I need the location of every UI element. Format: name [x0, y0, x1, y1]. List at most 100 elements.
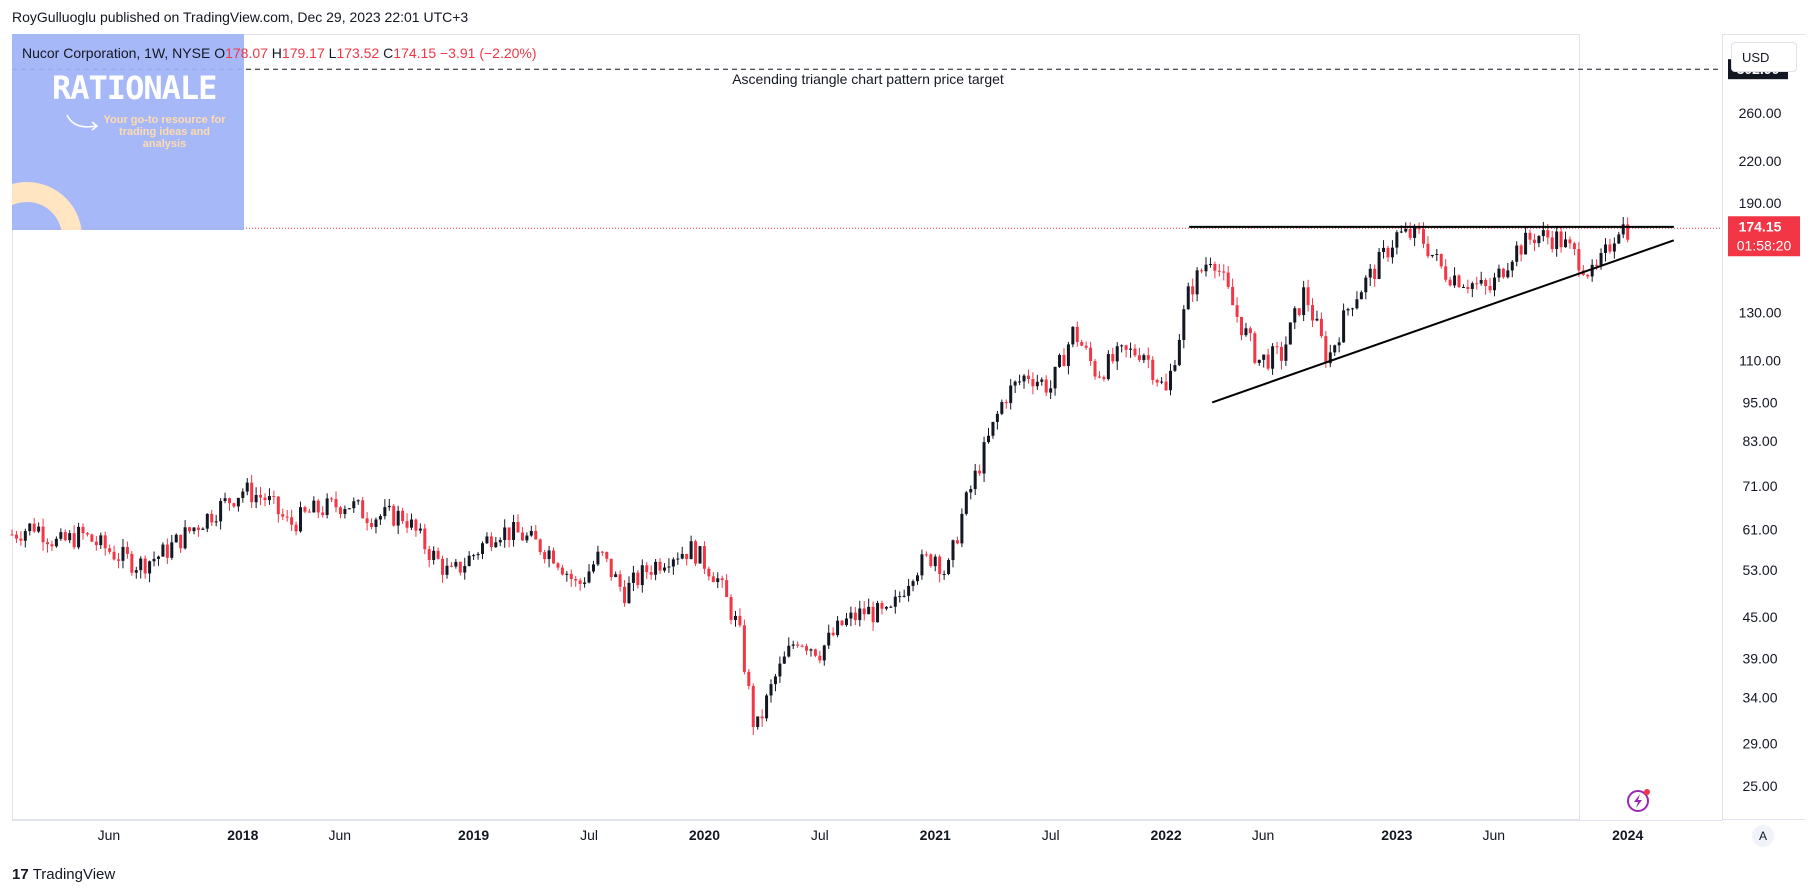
- candle-body: [254, 494, 258, 503]
- candle-body: [1226, 272, 1230, 287]
- candle-body: [534, 530, 538, 540]
- candle-body: [139, 558, 143, 571]
- price-axis[interactable]: [1722, 34, 1805, 820]
- candle-body: [59, 532, 63, 539]
- auto-scale-button[interactable]: A: [1752, 825, 1774, 847]
- x-tick-label: Jun: [98, 827, 121, 843]
- candle-body: [1559, 231, 1563, 248]
- candle-body: [1271, 346, 1275, 369]
- candle-body: [1421, 229, 1425, 244]
- candle-body: [1013, 381, 1017, 386]
- currency-button[interactable]: USD: [1731, 42, 1797, 72]
- x-tick-label: Jun: [1483, 827, 1506, 843]
- candle-body: [760, 716, 764, 719]
- candle-body: [365, 518, 369, 524]
- logo-title: RATIONALE: [52, 69, 217, 107]
- candle-body: [893, 596, 897, 607]
- candle-body: [565, 573, 569, 575]
- candle-body: [822, 645, 826, 661]
- logo-tagline: Your go-to resource for trading ideas an…: [103, 114, 226, 150]
- candle-body: [236, 497, 240, 507]
- y-tick-label: 130.00: [1739, 304, 1782, 320]
- candle-body: [1475, 283, 1479, 285]
- candle-body: [303, 507, 307, 512]
- open-label: O: [214, 45, 226, 61]
- candle-body: [1066, 344, 1070, 367]
- tradingview-footer[interactable]: 17 TradingView: [12, 866, 115, 883]
- candle-body: [445, 565, 449, 575]
- candle-body: [418, 528, 422, 531]
- arrow-icon: [66, 114, 99, 131]
- low-value: 173.52: [336, 45, 380, 61]
- y-tick-label: 53.00: [1742, 562, 1777, 578]
- y-tick-label: 61.00: [1742, 522, 1777, 538]
- candle-body: [1603, 244, 1607, 253]
- candle-body: [250, 482, 254, 503]
- candle-body: [232, 503, 236, 507]
- candle-body: [436, 550, 440, 559]
- candle-body: [1453, 275, 1457, 286]
- candle-body: [77, 526, 81, 548]
- candle-body: [1390, 247, 1394, 258]
- y-tick-label: 83.00: [1742, 433, 1777, 449]
- candle-body: [1493, 277, 1497, 291]
- candle-body: [1515, 245, 1519, 262]
- candle-body: [929, 554, 933, 567]
- candle-body: [1444, 266, 1448, 280]
- candle-body: [951, 540, 955, 561]
- candle-body: [285, 516, 289, 518]
- candle-body: [1049, 388, 1053, 393]
- candle-body: [991, 421, 995, 436]
- candle-body: [574, 579, 578, 581]
- last-price-label: 174.15: [1739, 218, 1782, 234]
- candle-body: [1302, 287, 1306, 316]
- candle-body: [694, 541, 698, 564]
- candle-body: [1537, 236, 1541, 244]
- candle-body: [596, 551, 600, 565]
- candle-body: [1461, 286, 1465, 288]
- candle-body: [1359, 292, 1363, 300]
- candle-body: [1466, 286, 1470, 289]
- candle-body: [50, 544, 54, 547]
- candle-body: [778, 663, 782, 677]
- candle-body: [547, 550, 551, 560]
- candle-body: [1519, 245, 1523, 255]
- candle-body: [210, 513, 214, 523]
- candle-body: [23, 531, 27, 541]
- candle-body: [529, 530, 533, 536]
- candle-body: [179, 534, 183, 549]
- candle-body: [1346, 309, 1350, 311]
- candle-body: [1222, 271, 1226, 273]
- candle-body: [1217, 270, 1221, 272]
- candle-body: [183, 527, 187, 549]
- symbol-label[interactable]: Nucor Corporation, 1W, NYSE: [22, 45, 211, 61]
- candle-body: [654, 561, 658, 575]
- candle-body: [973, 470, 977, 490]
- candle-body: [600, 551, 604, 553]
- candle-body: [196, 527, 200, 530]
- candle-body: [667, 566, 671, 568]
- candle-body: [1435, 254, 1439, 256]
- candle-body: [782, 656, 786, 664]
- candle-body: [1395, 232, 1399, 248]
- candle-body: [1200, 270, 1204, 272]
- candle-body: [1168, 370, 1172, 391]
- candle-body: [1293, 308, 1297, 323]
- x-tick-label: Jul: [811, 827, 829, 843]
- candle-body: [1009, 385, 1013, 404]
- candle-body: [454, 561, 458, 567]
- candle-body: [1089, 347, 1093, 362]
- candle-body: [1333, 345, 1337, 353]
- candle-body: [769, 684, 773, 696]
- candle-body: [463, 566, 467, 573]
- published-line: RoyGulluoglu published on TradingView.co…: [12, 9, 469, 25]
- lightning-icon[interactable]: [1625, 786, 1653, 819]
- candle-body: [156, 556, 160, 559]
- candle-body: [432, 550, 436, 561]
- candle-body: [476, 553, 480, 556]
- candle-body: [1342, 310, 1346, 343]
- candle-body: [1377, 251, 1381, 279]
- candle-body: [1106, 353, 1110, 380]
- candle-body: [1555, 231, 1559, 250]
